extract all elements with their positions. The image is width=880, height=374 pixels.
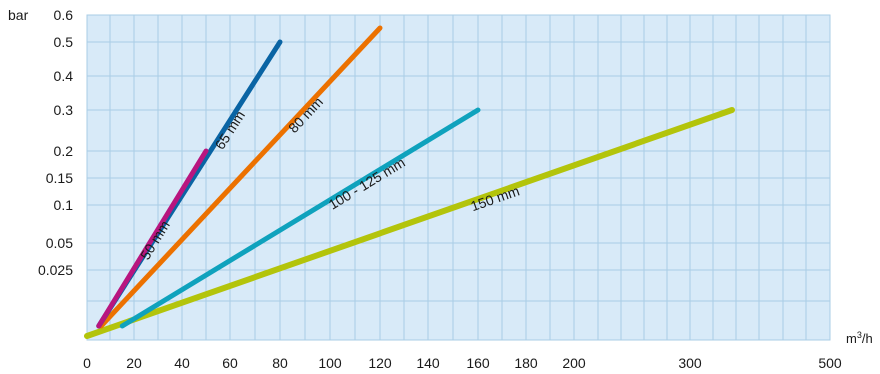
y-axis-label: bar	[8, 7, 29, 23]
x-tick-label: 180	[514, 355, 538, 371]
y-tick-label: 0.4	[54, 68, 74, 84]
series-line-80-mm	[98, 25, 383, 329]
y-tick-label: 0.3	[54, 102, 74, 118]
series-lines	[84, 25, 735, 339]
x-axis-unit-label: m3/h	[846, 330, 873, 346]
x-tick-label: 60	[222, 355, 238, 371]
x-tick-label: 160	[466, 355, 490, 371]
series-line-150-mm	[84, 107, 735, 339]
x-tick-label: 80	[272, 355, 288, 371]
y-tick-label: 0.1	[54, 197, 74, 213]
x-tick-label: 100	[318, 355, 342, 371]
x-tick-label: 200	[562, 355, 586, 371]
y-tick-label: 0.05	[46, 235, 73, 251]
x-tick-label: 120	[368, 355, 392, 371]
y-tick-labels: 0.6 0.5 0.4 0.3 0.2 0.15 0.1 0.05 0.025	[38, 7, 73, 278]
x-tick-label: 300	[678, 355, 702, 371]
x-tick-label: 40	[174, 355, 190, 371]
x-tick-label: 140	[416, 355, 440, 371]
x-tick-label: 20	[126, 355, 142, 371]
x-tick-labels: 0 20 40 60 80 100 120 140 160 180 200 300 500	[83, 355, 842, 371]
x-tick-label: 500	[818, 355, 842, 371]
y-tick-label: 0.2	[54, 143, 74, 159]
y-tick-label: 0.6	[54, 7, 74, 23]
y-tick-label: 0.025	[38, 262, 73, 278]
y-tick-label: 0.15	[46, 170, 73, 186]
y-gridlines	[87, 41, 830, 302]
x-tick-label: 0	[83, 355, 91, 371]
series-line-100-125-mm	[119, 107, 481, 329]
y-tick-label: 0.5	[54, 34, 74, 50]
series-line-50-mm	[96, 148, 209, 329]
